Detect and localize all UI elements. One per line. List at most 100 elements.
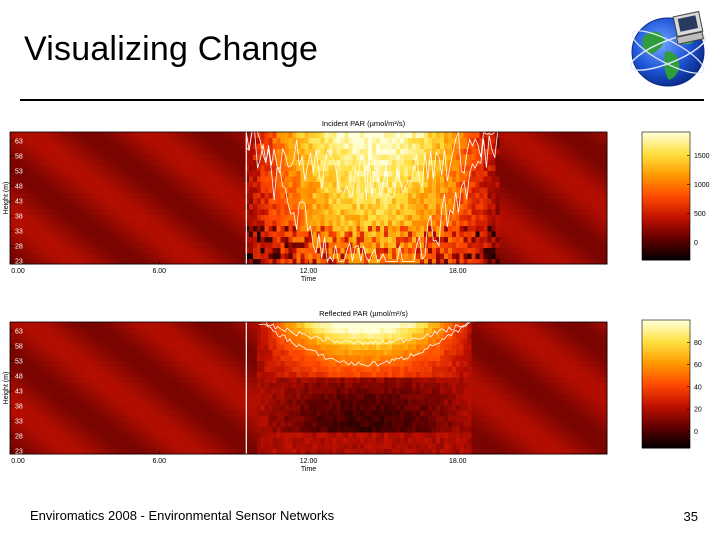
heatmap-cell bbox=[29, 421, 35, 428]
heatmap-cell bbox=[189, 432, 194, 439]
heatmap-cell bbox=[539, 187, 544, 194]
heatmap-cell bbox=[575, 214, 580, 221]
heatmap-cell bbox=[113, 209, 119, 216]
heatmap-cell bbox=[423, 148, 429, 155]
heatmap-cell bbox=[65, 159, 71, 166]
heatmap-cell bbox=[483, 209, 489, 216]
heatmap-cell bbox=[105, 421, 111, 428]
heatmap-cell bbox=[388, 165, 393, 172]
heatmap-cell bbox=[423, 214, 429, 221]
heatmap-cell bbox=[256, 203, 262, 210]
heatmap-cell bbox=[21, 393, 27, 400]
heatmap-cell bbox=[495, 242, 501, 249]
heatmap-cell bbox=[21, 355, 27, 362]
heatmap-cell bbox=[25, 209, 31, 216]
heatmap-cell bbox=[73, 404, 79, 411]
heatmap-cell bbox=[161, 209, 166, 216]
heatmap-cell bbox=[563, 181, 568, 188]
heatmap-cell bbox=[535, 148, 540, 155]
heatmap-cell bbox=[21, 322, 27, 329]
heatmap-cell bbox=[256, 258, 262, 265]
heatmap-cell bbox=[559, 253, 564, 260]
heatmap-cell bbox=[129, 360, 134, 367]
heatmap-cell bbox=[423, 165, 429, 172]
heatmap-cell bbox=[523, 198, 528, 205]
heatmap-cell bbox=[181, 137, 186, 144]
heatmap-cell bbox=[29, 225, 35, 232]
heatmap-cell bbox=[49, 404, 55, 411]
heatmap-cell bbox=[161, 432, 166, 439]
heatmap-cell bbox=[296, 258, 302, 265]
heatmap-cell bbox=[368, 203, 373, 210]
heatmap-cell bbox=[189, 203, 194, 210]
heatmap-cell bbox=[185, 371, 190, 378]
heatmap-cell bbox=[384, 231, 389, 238]
heatmap-cell bbox=[511, 209, 517, 216]
heatmap-cell bbox=[264, 247, 270, 254]
heatmap-cell bbox=[153, 231, 158, 238]
heatmap-cell bbox=[181, 220, 186, 227]
heatmap-cell bbox=[97, 132, 103, 139]
heatmap-cell bbox=[563, 253, 568, 260]
heatmap-cell bbox=[177, 154, 182, 161]
heatmap-cell bbox=[352, 165, 357, 172]
heatmap-cell bbox=[89, 159, 95, 166]
heatmap-cell bbox=[328, 192, 333, 199]
heatmap-cell bbox=[181, 371, 186, 378]
heatmap-cell bbox=[121, 225, 127, 232]
heatmap-cell bbox=[165, 236, 170, 243]
heatmap-cell bbox=[21, 388, 27, 395]
heatmap-cell bbox=[559, 132, 564, 139]
heatmap-cell bbox=[185, 165, 190, 172]
heatmap-cell bbox=[21, 154, 27, 161]
heatmap-cell bbox=[212, 247, 218, 254]
heatmap-cell bbox=[109, 333, 115, 340]
heatmap-cell bbox=[201, 159, 206, 166]
heatmap-cell bbox=[137, 198, 142, 205]
heatmap-cell bbox=[25, 143, 31, 150]
heatmap-cell bbox=[244, 203, 250, 210]
heatmap-cell bbox=[216, 388, 222, 395]
heatmap-cell bbox=[587, 148, 592, 155]
heatmap-cell bbox=[10, 170, 15, 177]
heatmap-cell bbox=[41, 437, 47, 444]
heatmap-cell bbox=[209, 382, 214, 389]
heatmap-cell bbox=[25, 231, 31, 238]
heatmap-cell bbox=[232, 132, 238, 139]
heatmap-cell bbox=[591, 203, 596, 210]
heatmap-cell bbox=[583, 242, 588, 249]
heatmap-cell bbox=[583, 170, 588, 177]
heatmap-cell bbox=[216, 377, 222, 384]
heatmap-cell bbox=[348, 198, 353, 205]
heatmap-cell bbox=[13, 176, 19, 183]
heatmap-cell bbox=[312, 258, 318, 265]
heatmap-cell bbox=[487, 132, 493, 139]
heatmap-cell bbox=[109, 426, 115, 433]
heatmap-cell bbox=[471, 258, 477, 265]
heatmap-cell bbox=[248, 181, 254, 188]
heatmap-cell bbox=[380, 170, 385, 177]
heatmap-cell bbox=[109, 187, 115, 194]
heatmap-cell bbox=[356, 258, 361, 265]
heatmap-cell bbox=[177, 214, 182, 221]
heatmap-cell bbox=[209, 231, 214, 238]
colorbar-tick-label: 0 bbox=[694, 240, 698, 247]
heatmap-cell bbox=[189, 382, 194, 389]
heatmap-cell bbox=[133, 231, 138, 238]
heatmap-cell bbox=[181, 382, 186, 389]
heatmap-cell bbox=[13, 349, 19, 356]
heatmap-cell bbox=[380, 247, 385, 254]
heatmap-cell bbox=[324, 165, 329, 172]
heatmap-cell bbox=[427, 220, 433, 227]
heatmap-cell bbox=[216, 404, 222, 411]
heatmap-cell bbox=[360, 220, 365, 227]
heatmap-cell bbox=[356, 236, 361, 243]
heatmap-cell bbox=[69, 176, 75, 183]
heatmap-cell bbox=[169, 349, 174, 356]
heatmap-cell bbox=[21, 437, 27, 444]
heatmap-cell bbox=[415, 247, 421, 254]
heatmap-cell bbox=[189, 366, 194, 373]
heatmap-cell bbox=[531, 181, 536, 188]
heatmap-cell bbox=[153, 132, 158, 139]
